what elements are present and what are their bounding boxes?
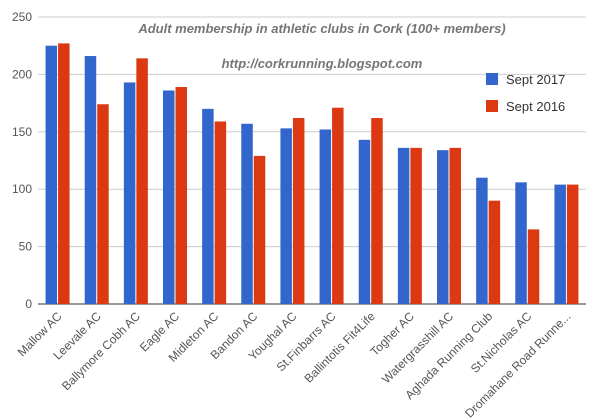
chart-title: Adult membership in athletic clubs in Co… [137,21,505,36]
bar-sept-2016 [410,147,422,304]
legend-label: Sept 2017 [506,72,565,87]
y-tick-label: 50 [19,240,33,254]
bar-sept-2017 [84,56,97,305]
bar-sept-2016 [449,147,461,304]
legend-swatch [486,100,498,112]
x-tick-label: Watergrasshill AC [379,309,456,386]
bar-sept-2017 [123,82,136,304]
bars [45,43,579,305]
x-tick-label: Ballintotis Fit4Life [301,309,378,386]
bar-sept-2017 [358,139,371,304]
bar-sept-2016 [332,107,344,304]
bar-sept-2016 [527,229,540,304]
y-axis-ticks: 0 50 100 150 200 250 [12,10,32,311]
bar-sept-2016 [214,121,227,304]
y-tick-label: 150 [12,125,32,139]
bar-sept-2016 [136,58,148,304]
y-tick-label: 200 [12,67,32,81]
bar-sept-2017 [515,182,527,304]
legend: Sept 2017 Sept 2016 [486,72,565,114]
bar-sept-2016 [253,155,266,304]
bar-sept-2017 [280,128,292,304]
bar-sept-2017 [437,150,449,304]
legend-label: Sept 2016 [506,99,565,114]
bar-sept-2017 [163,90,175,304]
bar-sept-2017 [476,177,488,304]
bar-sept-2016 [371,118,383,304]
bar-sept-2017 [241,123,253,304]
y-tick-label: 100 [12,182,32,196]
chart-subtitle: http://corkrunning.blogspot.com [222,56,423,71]
legend-swatch [486,73,498,85]
bar-sept-2016 [97,104,109,304]
bar-sept-2016 [566,184,579,304]
y-tick-label: 250 [12,10,32,24]
bar-sept-2016 [292,118,305,304]
bar-sept-2017 [554,184,566,304]
bar-sept-2016 [488,200,501,304]
bar-sept-2017 [397,147,410,304]
bar-sept-2016 [58,43,70,305]
bar-sept-2016 [175,87,187,304]
bar-sept-2017 [319,129,332,304]
bar-sept-2017 [202,108,214,304]
bar-sept-2017 [45,45,58,304]
y-tick-label: 0 [25,297,32,311]
